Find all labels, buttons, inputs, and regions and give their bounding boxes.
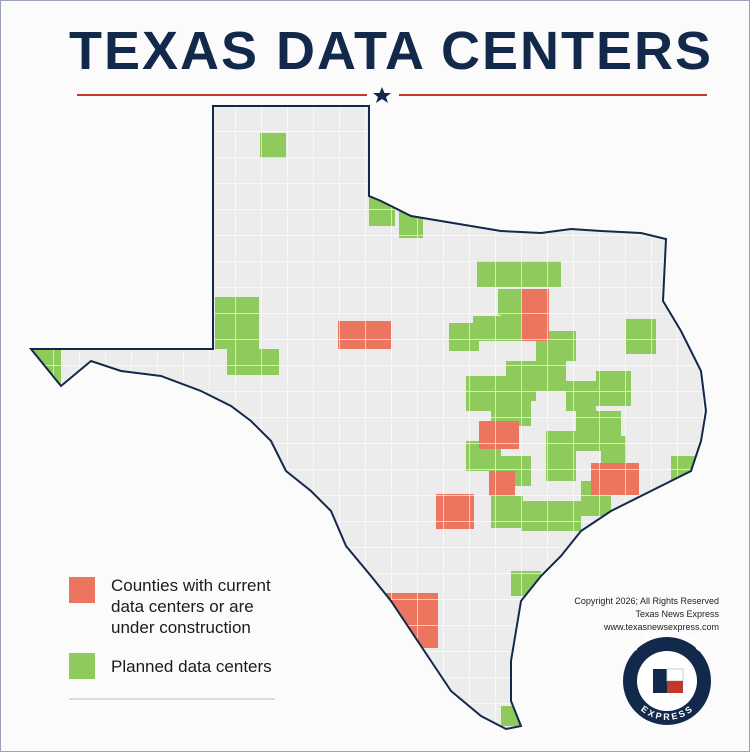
texas-outline xyxy=(28,105,708,731)
legend-label: Counties with current data centers or ar… xyxy=(111,576,271,637)
credit: www.texasnewsexpress.com xyxy=(603,622,719,632)
credit: Copyright 2026; All Rights Reserved xyxy=(574,596,719,606)
star xyxy=(373,87,391,103)
legend-swatch xyxy=(69,653,95,679)
flag-red xyxy=(667,681,683,693)
flag-white xyxy=(666,668,684,682)
flag-blue xyxy=(653,669,667,693)
credit: Texas News Express xyxy=(635,609,719,619)
title: TEXAS DATA CENTERS xyxy=(69,21,713,81)
logo: TEXAS NEWS EXPRESS xyxy=(623,627,711,725)
legend-swatch xyxy=(69,577,95,603)
legend-label: Planned data centers xyxy=(111,657,272,676)
